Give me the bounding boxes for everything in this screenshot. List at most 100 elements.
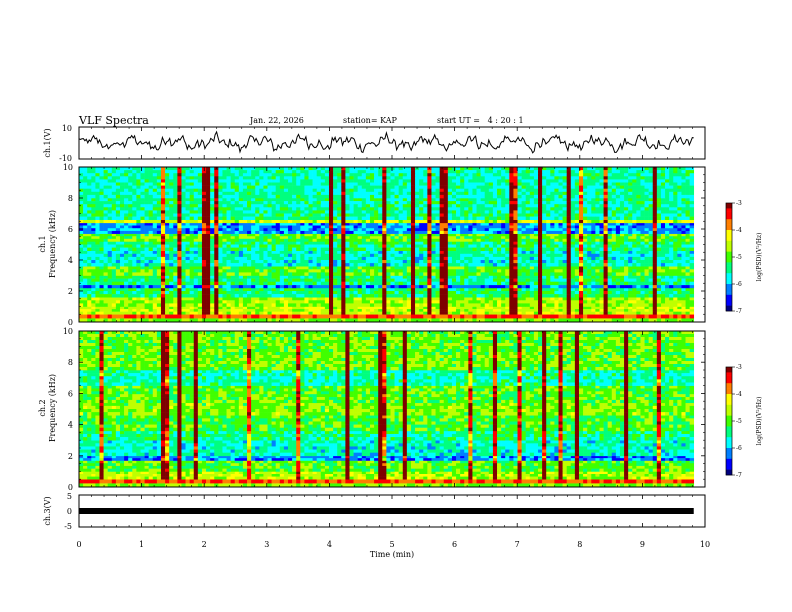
- spectrogram-cell: [386, 272, 391, 276]
- spectrogram-cell: [361, 284, 367, 289]
- spectrogram-cell: [542, 272, 547, 276]
- spectrogram-cell: [492, 306, 498, 310]
- spectrogram-cell: [267, 244, 272, 248]
- spectrogram-cell: [488, 311, 494, 315]
- spectrogram-cell: [546, 222, 551, 226]
- spectrogram-cell: [386, 291, 391, 295]
- spectrogram-cell: [570, 269, 576, 273]
- spectrogram-cell: [689, 311, 695, 315]
- spectrogram-cell: [111, 238, 117, 242]
- spectrogram-cell: [488, 269, 494, 273]
- spectrogram-cell: [542, 294, 547, 298]
- spectrogram-cell: [406, 309, 412, 312]
- spectrogram-cell: [308, 275, 313, 279]
- spectrogram-cell: [492, 256, 498, 261]
- spectrogram-cell: [402, 230, 408, 234]
- spectrogram-cell: [652, 306, 658, 310]
- spectrogram-cell: [226, 256, 231, 261]
- spectrogram-cell: [357, 275, 363, 279]
- spectrogram-cell: [509, 272, 514, 276]
- spectrogram-cell: [247, 278, 252, 282]
- spectrogram-cell: [119, 278, 125, 282]
- spectrogram-cell: [99, 241, 104, 245]
- spectrogram-cell: [423, 306, 428, 310]
- spectrogram-cell: [234, 244, 240, 248]
- spectrogram-cell: [312, 250, 317, 255]
- spectrogram-cell: [443, 300, 449, 304]
- spectrogram-cell: [328, 281, 334, 286]
- spectrogram-cell: [619, 263, 625, 267]
- spectrogram-cell: [656, 260, 662, 264]
- spectrogram-cell: [128, 247, 133, 251]
- spectrogram-cell: [628, 222, 633, 226]
- spectrogram-cell: [201, 269, 207, 273]
- spectrogram-cell: [525, 269, 531, 273]
- spectrogram-cell: [685, 297, 690, 301]
- spectrogram-cell: [632, 225, 637, 229]
- spectrogram-cell: [464, 263, 469, 267]
- spectrogram-cell: [247, 233, 252, 237]
- ch1-waveform-xticks: [78, 127, 706, 159]
- spectrogram-cell: [570, 225, 576, 229]
- spectrogram-cell: [283, 294, 289, 298]
- spectrogram-cell: [615, 222, 621, 226]
- spectrogram-cell: [185, 281, 190, 286]
- spectrogram-cell: [599, 306, 604, 310]
- spectrogram-cell: [292, 230, 297, 234]
- spectrogram-cell: [538, 297, 543, 301]
- spectrogram-cell: [431, 225, 436, 229]
- spectrogram-cell: [222, 294, 227, 298]
- spectrogram-cell: [615, 306, 621, 310]
- spectrogram-cell: [587, 236, 592, 240]
- spectrogram-cell: [419, 250, 424, 255]
- spectrogram-cell: [398, 244, 404, 248]
- spectrogram-cell: [558, 303, 563, 307]
- spectrogram-cell: [242, 284, 248, 289]
- spectrogram-cell: [230, 281, 236, 286]
- spectrogram-cell: [87, 291, 92, 295]
- spectrogram-cell: [419, 269, 424, 273]
- spectrogram-cell: [165, 275, 170, 279]
- spectrogram-cell: [599, 250, 604, 255]
- spectrogram-cell: [640, 266, 645, 270]
- spectrogram-cell: [669, 233, 674, 237]
- spectrogram-cell: [484, 241, 490, 245]
- spectrogram-cell: [197, 306, 203, 310]
- spectrogram-cell: [374, 314, 379, 319]
- spectrogram-cell: [337, 263, 342, 267]
- spectrogram-cell: [222, 306, 227, 310]
- spectrogram-cell: [402, 278, 408, 282]
- spectrogram-cell: [669, 222, 674, 226]
- spectrogram-cell: [468, 309, 473, 312]
- spectrogram-cell: [648, 247, 654, 251]
- spectrogram-cell: [288, 241, 293, 245]
- spectrogram-cell: [197, 233, 203, 237]
- spectrogram-cell: [288, 256, 293, 261]
- spectrogram-cell: [201, 314, 207, 319]
- spectrogram-cell: [365, 233, 371, 237]
- spectrogram-cell: [644, 278, 649, 282]
- spectrogram-cell: [156, 247, 162, 251]
- spectrogram-cell: [566, 241, 572, 245]
- spectrogram-cell: [374, 291, 379, 295]
- spectrogram-cell: [492, 233, 498, 237]
- spectrogram-cell: [410, 294, 416, 298]
- spectrogram-cell: [603, 314, 608, 319]
- spectrogram-cell: [390, 318, 395, 323]
- spectrogram-cell: [447, 244, 453, 248]
- spectrogram-cell: [603, 269, 608, 273]
- spectrogram-cell: [275, 291, 281, 295]
- spectrogram-cell: [181, 222, 186, 226]
- spectrogram-cell: [554, 284, 559, 289]
- spectrogram-cell: [382, 269, 387, 273]
- spectrogram-cell: [410, 247, 416, 251]
- spectrogram-cell: [509, 241, 514, 245]
- spectrogram-cell: [165, 247, 170, 251]
- spectrogram-cell: [156, 300, 162, 304]
- spectrogram-cell: [328, 306, 334, 310]
- spectrogram-cell: [296, 222, 301, 226]
- spectrogram-cell: [583, 294, 588, 298]
- spectrogram-cell: [271, 244, 277, 248]
- spectrogram-cell: [189, 281, 195, 286]
- spectrogram-cell: [394, 225, 399, 229]
